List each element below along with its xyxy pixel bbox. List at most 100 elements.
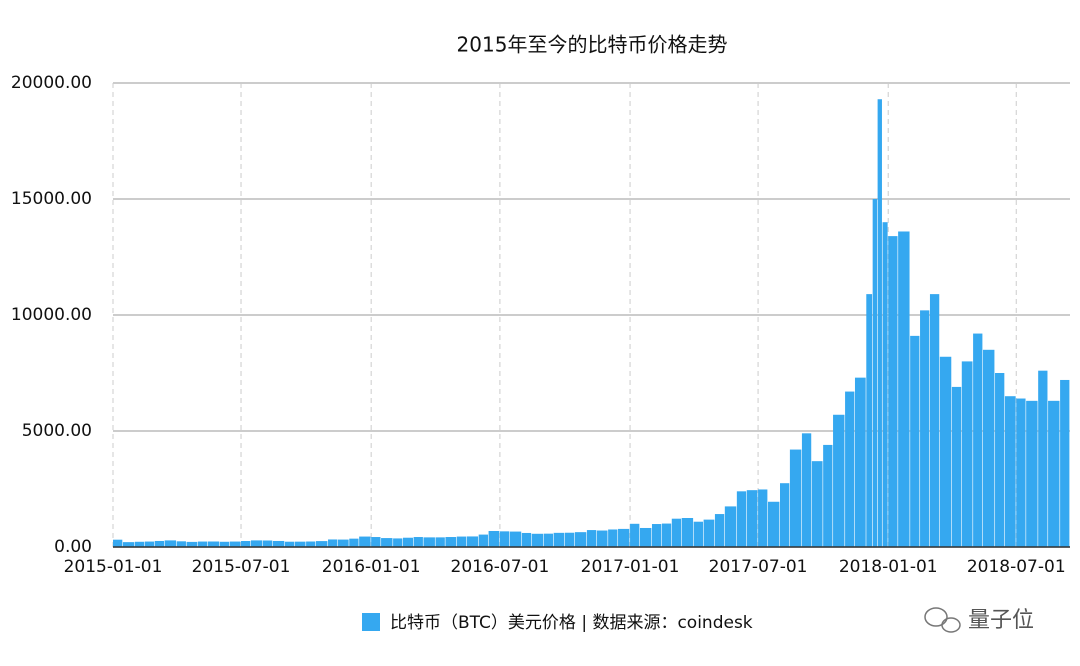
bar: [241, 541, 251, 547]
bar: [197, 541, 208, 547]
bar: [1026, 400, 1038, 547]
bar: [521, 532, 532, 547]
y-tick-label: 10000.00: [11, 305, 92, 325]
bar: [939, 356, 952, 547]
bar: [186, 541, 198, 547]
bar: [596, 530, 608, 547]
bar: [608, 529, 618, 547]
bar: [272, 540, 285, 547]
bar: [134, 541, 145, 547]
bar: [789, 449, 802, 547]
bar: [639, 527, 652, 547]
x-tick-label: 2016-07-01: [451, 557, 550, 577]
bar: [478, 534, 488, 547]
legend-swatch: [362, 613, 380, 631]
y-tick-label: 15000.00: [11, 189, 92, 209]
bar: [780, 483, 790, 547]
bar: [499, 531, 510, 547]
bar: [359, 536, 371, 547]
bar: [262, 540, 273, 547]
bar: [393, 538, 403, 547]
bar: [284, 541, 295, 547]
watermark: 量子位: [968, 608, 1034, 633]
bar: [1060, 379, 1070, 547]
watermark-icon: [924, 607, 961, 633]
bar: [122, 542, 135, 547]
y-tick-label: 5000.00: [22, 421, 92, 441]
bar: [488, 530, 500, 547]
bar: [207, 541, 220, 547]
bar: [586, 530, 597, 547]
bar: [229, 541, 241, 547]
bar: [164, 540, 177, 547]
bar: [316, 541, 328, 547]
bar: [466, 536, 479, 547]
bar: [543, 533, 554, 547]
y-tick-label: 20000.00: [11, 73, 92, 93]
bar: [1048, 400, 1060, 547]
x-tick-label: 2016-01-01: [322, 557, 421, 577]
bar: [920, 310, 930, 547]
bar: [983, 349, 995, 547]
x-tick-label: 2015-07-01: [192, 557, 291, 577]
bar: [176, 541, 186, 547]
bar: [423, 537, 435, 547]
x-tick-label: 2018-07-01: [967, 557, 1066, 577]
bar: [703, 519, 715, 547]
bar: [154, 540, 165, 547]
bar: [564, 532, 575, 547]
bar: [1016, 398, 1026, 547]
bar: [746, 490, 758, 547]
bar: [651, 524, 662, 547]
bar: [693, 521, 704, 547]
bar: [910, 335, 920, 547]
bar: [811, 461, 823, 547]
bar: [758, 489, 768, 547]
bar: [113, 539, 123, 547]
bar: [445, 537, 457, 547]
bar: [661, 523, 672, 547]
bar: [630, 523, 640, 547]
bar: [801, 433, 812, 547]
bar: [531, 533, 544, 547]
bar: [574, 532, 587, 547]
bar: [456, 536, 467, 547]
bar: [767, 501, 780, 547]
bar: [1038, 370, 1048, 547]
bar: [219, 541, 230, 547]
bar: [381, 538, 393, 547]
bar: [435, 537, 445, 547]
bar: [854, 377, 866, 547]
bar: [872, 199, 878, 547]
bar: [403, 537, 414, 547]
bar: [144, 541, 155, 547]
bar: [714, 514, 725, 547]
x-tick-label: 2017-01-01: [581, 557, 680, 577]
bar: [866, 294, 873, 547]
bar: [888, 236, 898, 547]
bar: [618, 528, 630, 547]
bar: [823, 444, 833, 547]
bar: [961, 361, 973, 547]
bar: [681, 518, 694, 547]
bar: [898, 231, 910, 548]
bar: [951, 386, 962, 547]
bar: [553, 532, 565, 547]
x-tick-label: 2018-01-01: [839, 557, 938, 577]
x-tick-label: 2017-07-01: [709, 557, 808, 577]
bar: [877, 99, 882, 548]
x-tick-label: 2015-01-01: [64, 557, 163, 577]
chart-title: 2015年至今的比特币价格走势: [457, 33, 728, 57]
bar: [250, 540, 263, 547]
bar: [724, 506, 737, 547]
bar: [671, 518, 682, 547]
bar: [509, 531, 522, 547]
legend-label: 比特币（BTC）美元价格 | 数据来源：coindesk: [390, 613, 753, 633]
bar: [349, 538, 359, 547]
bar: [845, 391, 855, 547]
bar: [995, 373, 1005, 547]
bar: [294, 541, 306, 547]
bar: [413, 537, 423, 547]
